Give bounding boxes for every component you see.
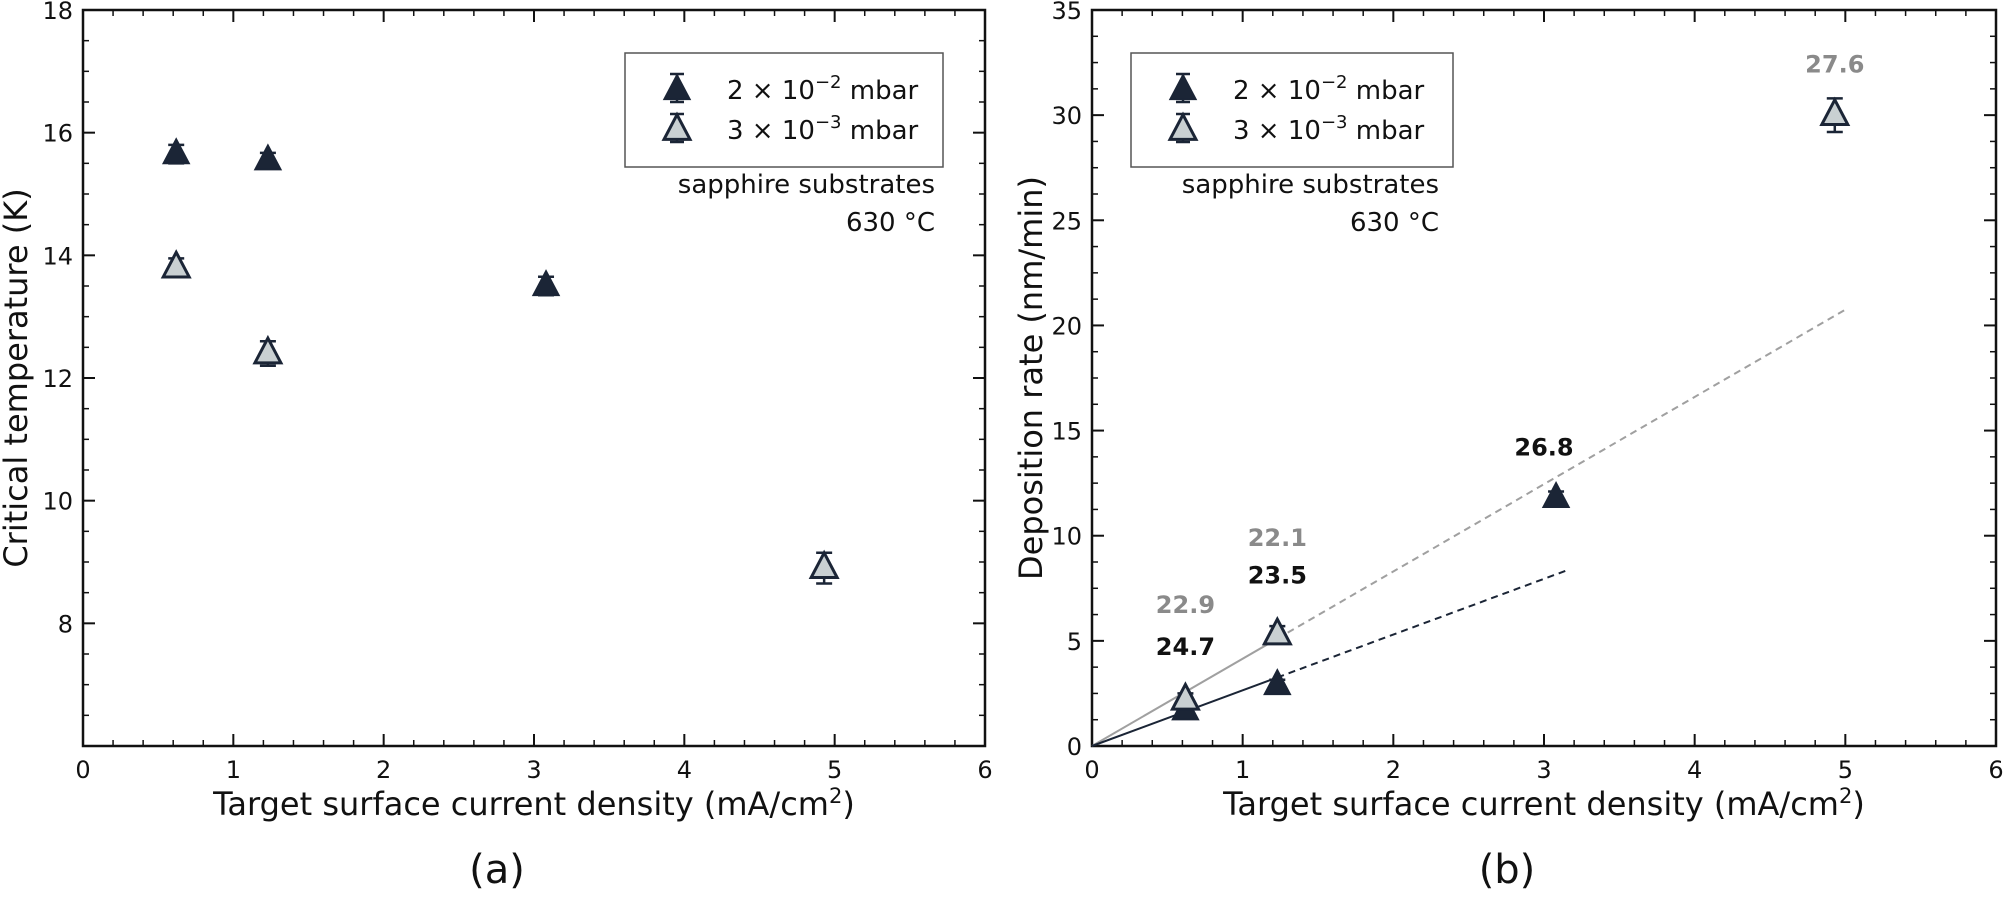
data-label: 22.9 [1156, 591, 1215, 619]
y-tick-label: 5 [1067, 628, 1082, 656]
y-tick-label: 0 [1067, 733, 1082, 761]
x-axis-title: Target surface current density (mA/cm2) [1222, 784, 1865, 823]
y-tick-label: 14 [42, 242, 73, 270]
legend-marker [1167, 111, 1199, 141]
x-tick-label: 0 [75, 756, 90, 784]
data-label: 24.7 [1156, 633, 1215, 661]
x-tick-label: 4 [677, 756, 692, 784]
panel-label: (b) [1479, 847, 1536, 893]
y-axis-title: Deposition rate (nm/min) [1012, 176, 1050, 580]
series-dark [161, 137, 561, 297]
panel-label: (a) [469, 847, 525, 893]
y-tick-label: 25 [1051, 207, 1082, 235]
legend-label: 3 × 10−3 mbar [1233, 112, 1425, 146]
y-tick-label: 35 [1051, 0, 1082, 25]
data-point [160, 249, 192, 279]
note-text: 630 °C [846, 208, 935, 238]
data-point [1169, 681, 1201, 711]
data-point [531, 269, 561, 297]
x-tick-label: 5 [1838, 756, 1853, 784]
x-tick-label: 6 [977, 756, 992, 784]
x-tick-label: 4 [1687, 756, 1702, 784]
y-tick-label: 18 [42, 0, 73, 25]
legend-label: 3 × 10−3 mbar [727, 112, 919, 146]
fit-line-dashed [1276, 307, 1849, 640]
legend-label: 2 × 10−2 mbar [1233, 72, 1425, 106]
x-tick-label: 5 [827, 756, 842, 784]
y-tick-label: 10 [42, 488, 73, 516]
x-tick-label: 2 [376, 756, 391, 784]
y-tick-label: 20 [1051, 312, 1082, 340]
legend-marker [662, 73, 692, 101]
data-point [808, 549, 840, 580]
legend-box [1130, 52, 1454, 168]
series-light [160, 249, 840, 585]
x-tick-label: 3 [526, 756, 541, 784]
y-tick-label: 8 [58, 610, 73, 638]
y-axis-title: Critical temperature (K) [0, 188, 35, 567]
x-axis-title: Target surface current density (mA/cm2) [212, 784, 855, 823]
data-point [161, 137, 191, 165]
legend-marker [1168, 73, 1198, 101]
data-point [253, 143, 283, 171]
data-point [1819, 96, 1851, 127]
data-point [1541, 480, 1571, 508]
x-tick-label: 0 [1084, 756, 1099, 784]
x-tick-label: 1 [1235, 756, 1250, 784]
series-light [1169, 96, 1851, 711]
x-tick-label: 1 [226, 756, 241, 784]
data-label: 22.1 [1248, 524, 1307, 552]
data-label: 27.6 [1805, 51, 1864, 79]
note-text: sapphire substrates [678, 170, 935, 200]
data-label: 23.5 [1248, 562, 1307, 590]
x-tick-label: 2 [1386, 756, 1401, 784]
y-tick-label: 30 [1051, 102, 1082, 130]
legend-box [624, 52, 944, 168]
y-tick-label: 10 [1051, 523, 1082, 551]
y-tick-label: 12 [42, 365, 73, 393]
note-text: 630 °C [1350, 208, 1439, 238]
legend: 2 × 10−2 mbar 3 × 10−3 mbar [624, 52, 944, 168]
legend-label: 2 × 10−2 mbar [727, 72, 919, 106]
data-label: 26.8 [1514, 433, 1573, 461]
y-tick-label: 16 [42, 120, 73, 148]
y-tick-label: 15 [1051, 418, 1082, 446]
data-point [1263, 668, 1292, 696]
x-tick-label: 6 [1988, 756, 2003, 784]
data-point [1261, 616, 1293, 646]
data-point [252, 334, 284, 365]
x-tick-label: 3 [1536, 756, 1551, 784]
series-dark [1171, 480, 1571, 721]
chart-panel-b: 0 1 2 3 4 5 6 0 5 10 15 20 25 30 35 Target surface curr… [1012, 0, 2003, 893]
legend-marker [661, 111, 693, 141]
fit-line-dashed [1276, 568, 1570, 679]
legend: 2 × 10−2 mbar 3 × 10−3 mbar [1130, 52, 1454, 168]
note-text: sapphire substrates [1182, 170, 1439, 200]
